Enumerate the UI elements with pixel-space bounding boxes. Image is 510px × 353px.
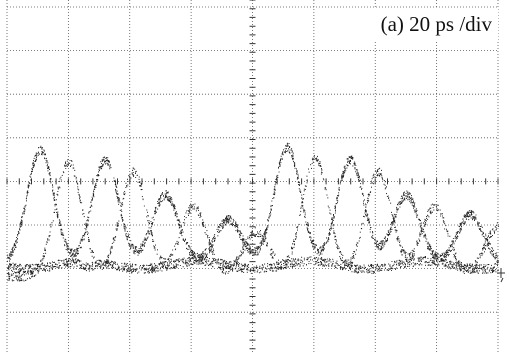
timebase-label: (a) 20 ps /div bbox=[381, 12, 493, 36]
scope-screen: (a) 20 ps /div bbox=[0, 0, 510, 353]
background bbox=[0, 0, 510, 353]
page: (a) 20 ps /div (() => { const data = JSO… bbox=[0, 0, 510, 353]
